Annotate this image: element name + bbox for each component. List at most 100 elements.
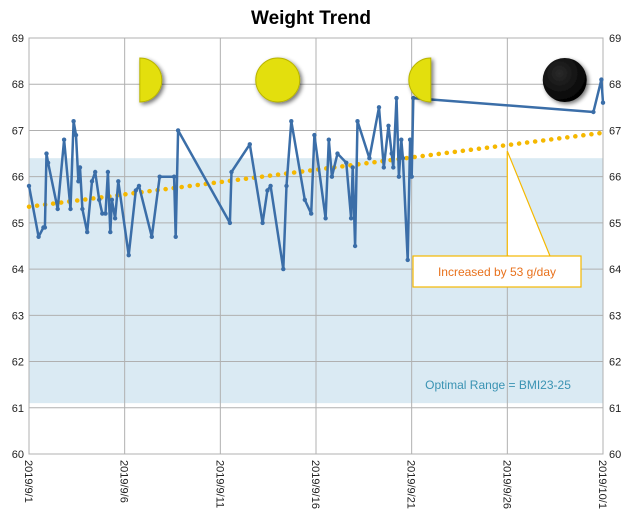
weight-point (247, 142, 252, 147)
x-tick-label: 2019/9/1 (22, 460, 34, 503)
x-tick-label: 2019/9/21 (405, 460, 417, 509)
y-tick-label-left: 67 (12, 125, 24, 137)
plot-border (28, 37, 604, 455)
weight-point (409, 174, 414, 179)
weight-point (157, 174, 162, 179)
y-tick-label-right: 66 (609, 172, 621, 184)
weight-point (109, 197, 115, 202)
weight-point (389, 151, 394, 156)
weight-point (71, 119, 76, 124)
y-tick-label-right: 63 (609, 310, 621, 322)
trend-annotation-text: Increased by 53 g/day (438, 265, 556, 279)
weight-point (36, 234, 41, 239)
full-moon-disc (255, 57, 301, 103)
weight-point (105, 169, 111, 175)
x-tick-label: 2019/9/6 (118, 460, 130, 503)
weight-point (591, 109, 596, 115)
moon-new-icon (542, 58, 587, 102)
y-tick-label-right: 62 (609, 357, 621, 369)
weight-point (268, 183, 273, 189)
y-tick-label-left: 60 (12, 449, 24, 461)
moon-first-quarter-icon (139, 57, 163, 103)
moon-phase-markers (139, 57, 587, 103)
weight-point (229, 169, 234, 175)
y-tick-label-left: 65 (12, 218, 24, 230)
weight-point (76, 179, 81, 184)
weight-point (61, 137, 67, 142)
x-tick-label: 2019/9/16 (309, 460, 321, 509)
chart-title: Weight Trend (251, 8, 371, 29)
y-tick-label-right: 60 (609, 449, 621, 461)
y-tick-label-left: 62 (12, 357, 24, 369)
weight-point (100, 211, 105, 216)
optimal-range-label: Optimal Range = BMI23-25 (425, 378, 571, 392)
new-moon-disc (542, 58, 587, 102)
trend-annotation: Increased by 53 g/day (412, 150, 582, 288)
weight-point (600, 100, 606, 105)
y-tick-label-right: 67 (609, 125, 621, 137)
weight-point (171, 174, 177, 179)
weight-point (381, 165, 386, 170)
y-tick-label-left: 69 (12, 33, 24, 45)
weight-point (281, 266, 286, 272)
weight-point (599, 77, 604, 82)
y-tick-label-left: 61 (12, 403, 24, 415)
y-tick-label-right: 65 (609, 218, 621, 230)
weight-point (391, 165, 396, 170)
weight-point (44, 151, 49, 156)
weight-point (323, 216, 328, 221)
weight-point (26, 183, 32, 189)
weight-point (45, 160, 51, 165)
weight-point (411, 95, 416, 101)
weight-point (335, 151, 340, 156)
y-axis-left-ticks: 60 61 62 63 64 65 66 67 68 69 (12, 33, 24, 461)
y-tick-label-right: 64 (609, 264, 621, 276)
weight-point (284, 183, 289, 189)
weight-point (289, 119, 294, 124)
y-tick-label-right: 68 (609, 79, 621, 91)
weight-point (42, 225, 48, 230)
weight-point (367, 156, 372, 161)
weight-point (89, 179, 95, 184)
x-tick-label: 2019/10/1 (596, 460, 608, 509)
trend-line (26, 130, 606, 209)
weight-point (399, 137, 404, 142)
weight-point (376, 105, 382, 110)
weight-point (407, 137, 413, 142)
moon-last-quarter-icon (408, 57, 432, 103)
weight-point (173, 234, 178, 239)
y-tick-label-right: 69 (609, 33, 621, 45)
y-tick-label-left: 68 (12, 79, 24, 91)
weight-point (405, 257, 410, 263)
weight-point (350, 165, 355, 170)
weight-point (116, 179, 121, 184)
weight-point (344, 160, 349, 165)
weight-point (394, 95, 399, 101)
y-tick-label-right: 61 (609, 403, 621, 415)
weight-point (265, 188, 270, 193)
weight-point (326, 137, 331, 142)
weight-point (175, 128, 181, 133)
weight-point (149, 234, 154, 239)
y-tick-label-left: 64 (12, 264, 24, 276)
weight-series (26, 77, 606, 272)
y-tick-label-left: 66 (12, 172, 24, 184)
trend-annotation-box (412, 255, 582, 288)
gridlines (28, 37, 604, 455)
weight-point (133, 188, 138, 193)
weight-point (80, 206, 85, 212)
weight-point (77, 165, 83, 170)
x-tick-label: 2019/9/11 (213, 460, 225, 508)
weight-point (260, 220, 265, 226)
weight-point (73, 132, 79, 138)
weight-point (348, 216, 354, 221)
weight-point (126, 253, 131, 258)
weight-point (400, 156, 406, 161)
weight-point (227, 220, 233, 226)
weight-point (55, 206, 60, 212)
y-tick-label-left: 63 (12, 310, 24, 322)
weight-point (103, 211, 108, 216)
weight-point (97, 197, 102, 202)
